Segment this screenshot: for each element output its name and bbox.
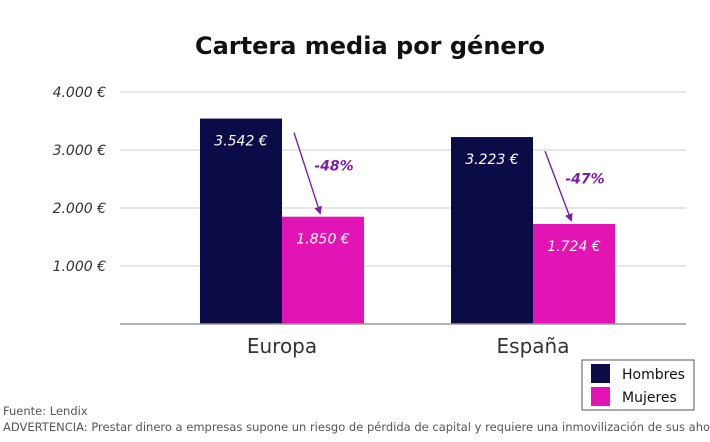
category-label: España <box>497 334 570 358</box>
change-arrow <box>544 150 573 222</box>
data-label: 1.850 € <box>296 232 350 248</box>
category-label: Europa <box>247 334 317 358</box>
legend-label: Hombres <box>622 367 685 383</box>
legend-label: Mujeres <box>622 390 677 406</box>
bars: 3.542 € 1.850 € 3.223 € 1.724 € <box>200 118 615 325</box>
annotations: -48% -47% <box>293 132 605 222</box>
bar-mujeres-europa <box>282 216 364 324</box>
bar-hombres-europa <box>200 118 282 325</box>
y-tick-label: 2.000 € <box>53 201 107 217</box>
change-percent-label: -48% <box>314 159 353 175</box>
y-tick-label: 4.000 € <box>53 85 107 101</box>
bar-mujeres-españa <box>533 224 615 324</box>
chart-title: Cartera media por género <box>195 32 545 60</box>
data-label: 3.542 € <box>214 134 268 150</box>
change-arrow <box>293 132 322 215</box>
y-tick-label: 1.000 € <box>53 259 107 275</box>
bar-hombres-españa <box>451 137 533 324</box>
data-label: 3.223 € <box>465 152 519 168</box>
legend: Hombres Mujeres <box>581 359 695 411</box>
change-percent-label: -47% <box>565 172 604 188</box>
y-axis-tick-labels: 1.000 € 2.000 € 3.000 € 4.000 € <box>53 85 107 275</box>
legend-swatch-hombres <box>591 364 610 383</box>
disclaimer-note: ADVERTENCIA: Prestar dinero a empresas s… <box>3 420 710 434</box>
data-label: 1.724 € <box>547 239 601 255</box>
y-tick-label: 3.000 € <box>53 143 107 159</box>
x-axis-category-labels: Europa España <box>247 334 570 358</box>
legend-swatch-mujeres <box>591 387 610 406</box>
source-note: Fuente: Lendix <box>3 404 88 418</box>
